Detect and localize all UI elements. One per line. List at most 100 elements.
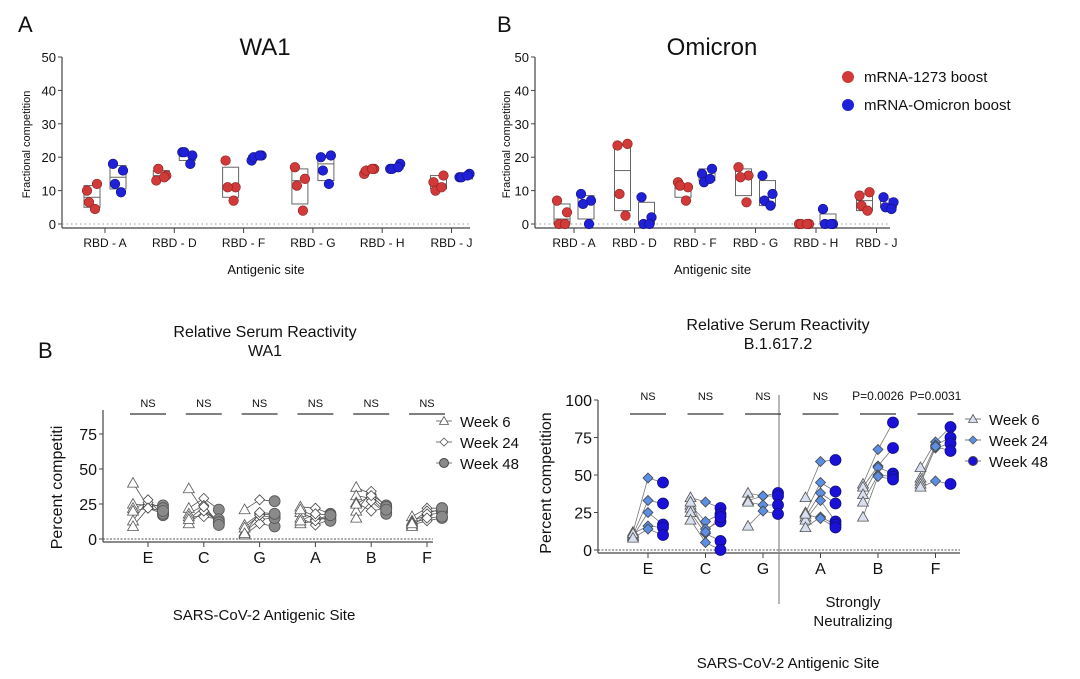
x-axis-label: Antigenic site — [227, 262, 304, 277]
week6-marker — [294, 514, 307, 526]
significance-label: NS — [196, 398, 211, 410]
data-point — [436, 182, 447, 193]
data-point — [91, 178, 103, 190]
week6-marker — [684, 495, 697, 507]
x-tick-label: RBD - F — [222, 236, 265, 250]
legend-label: mRNA-1273 boost — [864, 69, 988, 86]
x-tick-label: RBD - J — [856, 236, 898, 250]
y-tick-label: 75 — [574, 431, 592, 448]
data-point — [325, 150, 337, 161]
data-point — [854, 190, 865, 201]
data-point — [299, 173, 311, 185]
significance-label: NS — [419, 398, 434, 410]
y-axis-label: Percent competition — [538, 412, 555, 553]
week24-marker — [642, 472, 654, 484]
x-tick-label: C — [198, 550, 210, 567]
data-point — [220, 155, 231, 166]
week6-marker — [294, 503, 307, 515]
data-point — [107, 158, 119, 169]
week48-marker — [829, 497, 842, 510]
data-point — [222, 182, 233, 193]
week48-marker — [887, 473, 899, 486]
week48-marker — [436, 510, 448, 523]
week48-marker — [772, 508, 784, 520]
y-tick-label: 50 — [42, 50, 56, 65]
data-point — [367, 163, 378, 174]
box — [577, 195, 595, 220]
data-point — [561, 207, 573, 218]
week6-marker — [238, 527, 251, 538]
chart-title: WA1 — [239, 34, 290, 61]
y-tick-label: 50 — [79, 462, 97, 479]
panel-label: A — [18, 12, 33, 37]
week6-marker — [182, 482, 195, 494]
legend-label: Week 6 — [460, 414, 511, 431]
data-point — [575, 188, 587, 200]
significance-label: NS — [252, 398, 267, 410]
x-tick-label: RBD - J — [431, 236, 473, 250]
significance-label: NS — [308, 398, 323, 410]
x-tick-label: F — [931, 561, 941, 578]
group-label: Strongly — [825, 594, 881, 611]
week6-marker — [914, 480, 927, 492]
week48-marker — [944, 421, 957, 433]
y-tick-label: 10 — [515, 184, 529, 199]
x-tick-label: G — [757, 561, 769, 578]
y-tick-label: 25 — [79, 497, 97, 514]
x-tick-label: E — [643, 561, 654, 578]
week24-marker — [814, 512, 827, 525]
y-tick-label: 20 — [515, 150, 529, 165]
week24-marker — [309, 508, 321, 520]
data-point — [559, 218, 571, 230]
significance-label: NS — [813, 391, 828, 403]
data-point — [577, 198, 589, 210]
x-tick-label: RBD - H — [794, 236, 839, 250]
week48-marker — [887, 442, 899, 454]
legend-marker — [842, 71, 854, 83]
y-tick-label: 10 — [42, 184, 56, 199]
x-tick-label: B — [366, 550, 377, 567]
week24-marker — [254, 518, 266, 530]
x-tick-label: RBD - A — [83, 236, 126, 250]
box — [614, 143, 631, 212]
y-tick-label: 40 — [515, 83, 529, 98]
legend-label: Week 48 — [460, 456, 519, 473]
significance-label: NS — [755, 391, 770, 403]
data-point — [551, 195, 563, 206]
data-point — [704, 173, 716, 185]
box — [735, 168, 752, 197]
week6-marker — [350, 497, 363, 509]
data-point — [886, 203, 897, 215]
week24-marker — [198, 511, 210, 523]
x-tick-label: F — [422, 550, 432, 567]
x-tick-label: RBD - H — [360, 236, 405, 250]
y-tick-label: 0 — [49, 217, 56, 232]
data-point — [864, 187, 875, 198]
y-tick-label: 0 — [522, 217, 529, 232]
week48-marker — [324, 509, 337, 522]
chart-title: Relative Serum Reactivity — [173, 324, 356, 341]
data-point — [159, 172, 170, 183]
data-point — [644, 218, 655, 230]
week6-marker — [626, 531, 640, 543]
data-point — [614, 188, 625, 200]
legend-label: Week 48 — [989, 454, 1048, 471]
week48-marker — [268, 507, 281, 520]
data-point — [185, 158, 196, 169]
week48-marker — [714, 544, 727, 556]
week6-marker — [126, 504, 140, 516]
y-tick-label: 0 — [583, 543, 592, 560]
data-point — [179, 147, 190, 158]
significance-label: NS — [364, 398, 379, 410]
data-point — [767, 188, 778, 200]
legend-label: Week 24 — [460, 435, 519, 452]
week24-marker — [439, 437, 449, 447]
y-axis-label: Fractional competition — [21, 91, 33, 199]
week24-marker — [365, 505, 377, 517]
week6-marker — [914, 461, 927, 473]
x-tick-label: A — [310, 550, 321, 567]
week48-marker — [944, 478, 957, 490]
x-tick-label: RBD - G — [290, 236, 335, 250]
week24-marker — [699, 536, 712, 549]
chart-title: Relative Serum Reactivity — [686, 317, 869, 334]
